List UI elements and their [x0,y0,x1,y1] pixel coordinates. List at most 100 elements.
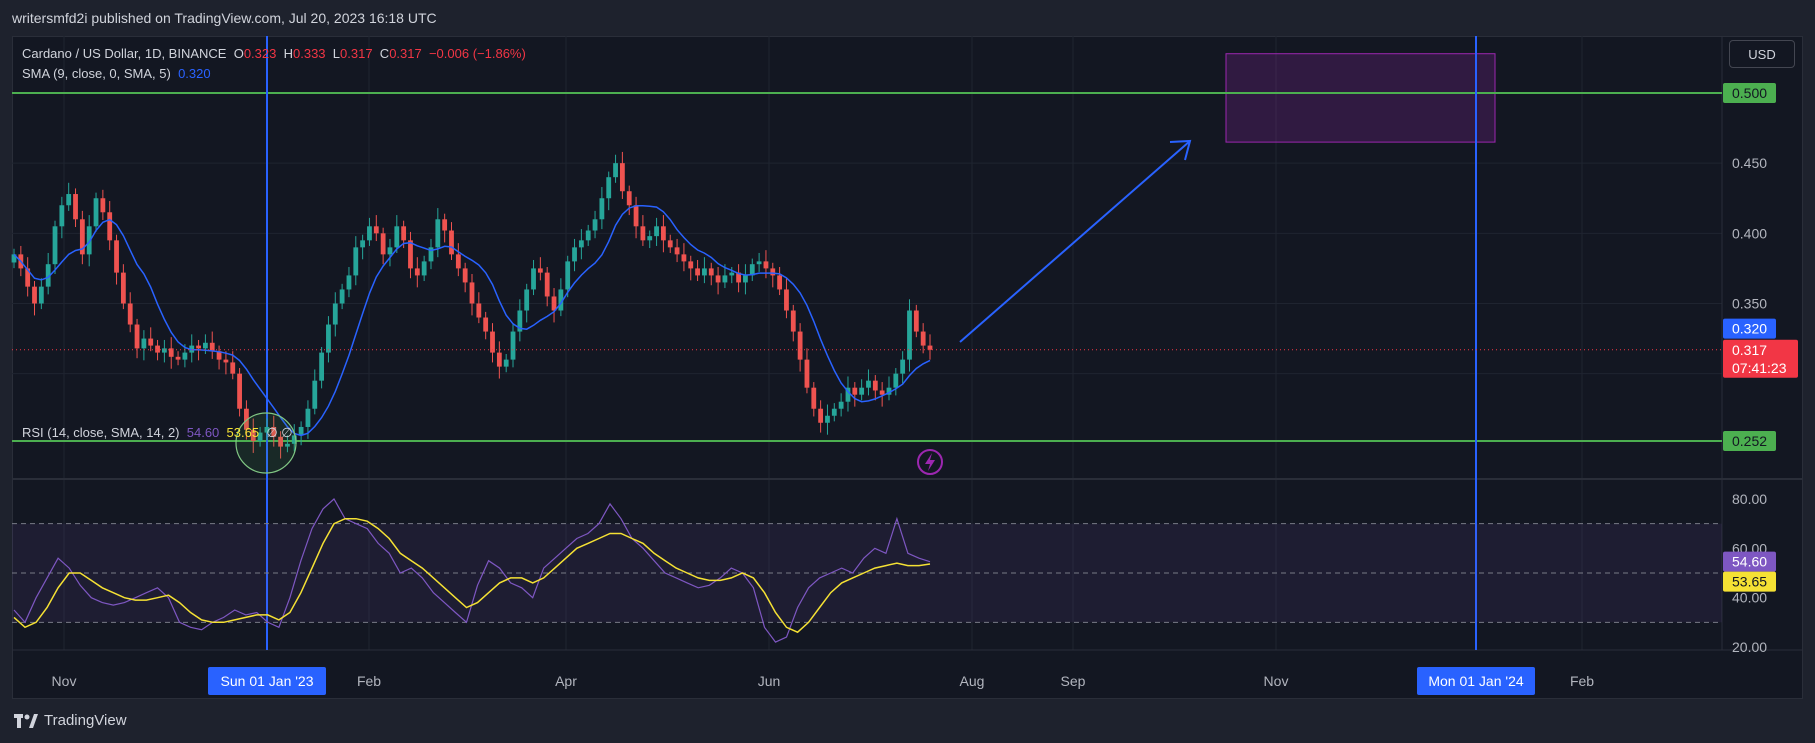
currency-button[interactable]: USD [1729,40,1795,68]
candle-body [216,351,222,360]
candle-body [435,219,441,248]
candle-body [380,233,386,255]
candle-body [565,261,571,290]
candle-body [168,348,174,357]
candle-body [770,268,776,276]
candle-body [134,324,140,349]
candle-body [209,342,215,352]
candle-body [32,286,37,304]
candle-body [818,408,824,423]
tradingview-logo-icon [14,713,38,728]
tradingview-brand[interactable]: TradingView [14,712,127,729]
candle-body [708,268,714,276]
candle-body [360,240,366,248]
candle-body [298,426,304,436]
candle-body [831,408,837,416]
publish-bar: writersmfd2i published on TradingView.co… [0,0,1815,36]
candle-body [223,359,229,363]
candle-body [592,219,598,231]
candle-body [866,380,871,388]
candle-body [633,205,639,227]
rsi-ma-tag [1723,571,1776,592]
candle-body [551,296,557,311]
candle-body [763,261,769,269]
candle-body [394,226,400,248]
low-label: L [332,46,341,61]
candle-body [196,345,201,349]
candle-body [449,230,454,255]
candle-body [599,198,605,220]
open-value: 0.323 [243,46,277,61]
candle-body [613,163,618,178]
highlighted-date-label: Mon 01 Jan '24 [1428,673,1524,689]
candle-body [476,303,482,318]
candle-body [756,261,762,265]
lightning-icon [925,453,935,471]
candle-body [305,408,311,427]
candle-body [319,352,325,381]
rsi-ma-tag-label: 53.65 [1732,574,1767,590]
low-value: 0.317 [340,46,373,61]
candle-body [524,289,530,311]
candle-body [578,240,584,248]
candle-body [264,426,270,433]
candle-body [346,275,352,290]
candle-body [859,387,865,395]
candle-body [38,286,44,304]
candle-body [654,226,659,237]
symbol-label: Cardano / US Dollar, 1D, BINANCE [22,46,227,61]
candle-body [688,261,694,269]
candle-body [45,264,51,287]
candle-body [804,359,810,388]
candle-body [373,226,379,234]
candle-body [872,380,878,391]
rsi-axis-tick: 20.00 [1732,639,1767,655]
candle-body [674,247,680,255]
candle-body [59,205,65,227]
candle-body [531,268,536,290]
price-axis-tick: 0.350 [1732,295,1767,311]
candle-body [606,177,612,199]
candle-body [790,310,796,332]
candle-body [729,272,735,276]
sma-line [13,204,931,437]
sma-value: 0.320 [178,66,211,81]
candle-body [257,432,263,441]
candle-body [462,268,468,283]
candle-body [496,352,502,367]
candle-body [681,254,687,262]
candle-body [203,342,208,349]
rsi-value-tag-label: 54.60 [1732,554,1767,570]
rsi-label: RSI (14, close, SMA, 14, 2) [22,425,180,440]
time-axis-tick: Feb [357,673,381,689]
footer-brand-label: TradingView [44,712,127,729]
candle-body [387,247,393,255]
candle-body [825,415,830,423]
level-tag-label: 0.500 [1732,85,1767,101]
last-price-tag [1723,339,1798,378]
high-value: 0.333 [293,46,326,61]
candle-body [141,338,147,349]
countdown-label: 07:41:23 [1732,360,1787,376]
rsi-legend: RSI (14, close, SMA, 14, 2) 54.60 53.65 … [22,425,293,441]
candle-body [619,163,625,192]
candle-body [161,348,167,353]
candle-body [79,219,85,255]
candle-body [667,240,673,248]
candle-body [339,289,345,304]
event-icon-ring [917,449,943,475]
rsi-value: 54.60 [186,425,220,440]
candle-body [749,264,755,276]
candle-body [442,219,448,231]
sma-price-tag [1723,318,1776,339]
candle-body [278,436,283,447]
rsi-ma-value: 53.65 [226,425,260,440]
candle-body [585,230,591,241]
candle-body [52,226,58,265]
candle-body [285,443,290,447]
candle-body [182,352,188,360]
level-tag [1723,431,1776,451]
candle-body [66,194,72,206]
price-axis-tick: 0.450 [1732,155,1767,171]
